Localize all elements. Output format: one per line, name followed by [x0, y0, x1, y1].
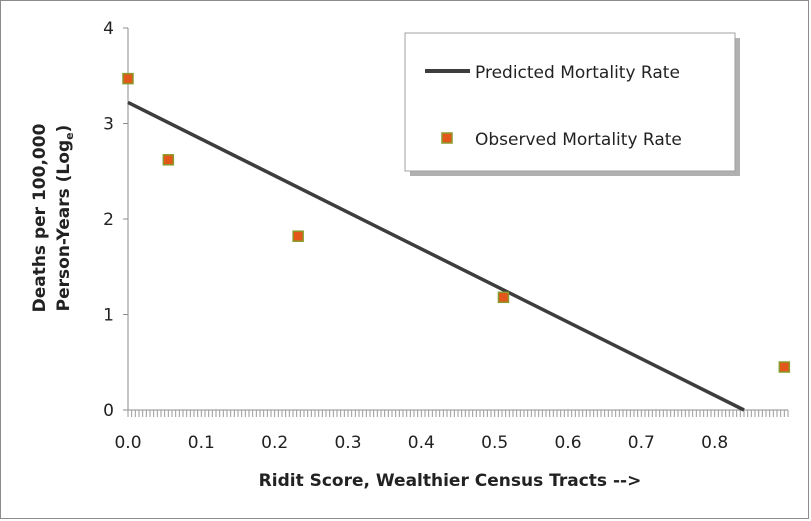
y-tick-label: 0 [103, 401, 114, 421]
observed-point [778, 361, 791, 373]
y-axis-title-close: ) [54, 125, 74, 133]
y-axis-title-line2: Person-Years (Loge) [54, 125, 76, 312]
legend-marker-swatch [441, 132, 453, 144]
y-tick-label: 2 [103, 210, 114, 230]
legend: Predicted Mortality Rate Observed Mortal… [404, 32, 740, 176]
x-tick-label: 0.1 [188, 433, 215, 453]
legend-label-predicted: Predicted Mortality Rate [475, 63, 680, 83]
x-tick-label: 0.3 [334, 433, 361, 453]
y-axis-title-main: Person-Years (Log [54, 140, 74, 311]
observed-point [162, 154, 175, 166]
y-tick-label: 1 [103, 306, 114, 326]
tick-layer: 0 1 2 3 4 0.0 0.1 0.2 0.3 0.4 0.5 0.6 0.7 0.8 [103, 19, 728, 453]
y-axis-title-line1: Deaths per 100,000 [30, 123, 50, 312]
y-axis-title-subscript: e [63, 132, 76, 139]
x-tick-label: 0.6 [554, 433, 581, 453]
x-axis-title: Ridit Score, Wealthier Census Tracts --> [259, 471, 642, 491]
x-tick-label: 0.8 [701, 433, 728, 453]
x-tick-label: 0.2 [261, 433, 288, 453]
y-axis-title: Deaths per 100,000 Person-Years (Loge) [30, 123, 76, 312]
legend-box [404, 32, 736, 172]
observed-point [292, 230, 304, 242]
y-tick-label: 3 [103, 115, 114, 135]
series-layer [122, 72, 791, 412]
x-tick-label: 0.5 [481, 433, 508, 453]
observed-point [122, 72, 134, 85]
observed-point [497, 291, 510, 304]
x-tick-label: 0.4 [408, 433, 435, 453]
legend-label-observed: Observed Mortality Rate [475, 130, 682, 150]
axes [123, 27, 789, 417]
x-tick-label: 0.7 [628, 433, 655, 453]
y-tick-label: 4 [103, 19, 114, 39]
x-tick-label: 0.0 [114, 433, 141, 453]
predicted-line [127, 100, 745, 412]
